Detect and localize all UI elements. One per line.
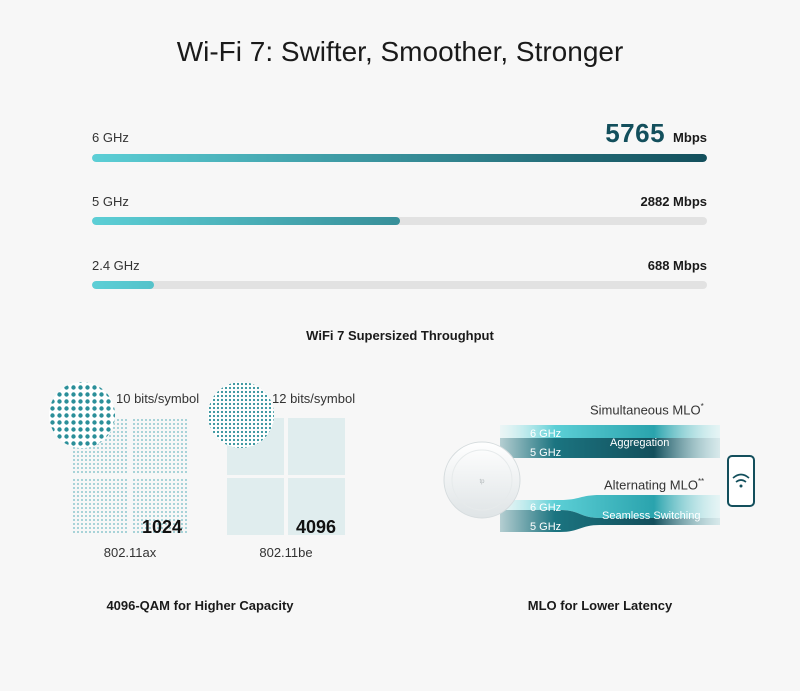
- band-label: 5 GHz: [92, 194, 129, 209]
- band-label: 6 GHz: [92, 130, 129, 145]
- band-label: 2.4 GHz: [92, 258, 140, 273]
- progress-fill: [92, 217, 400, 225]
- progress-track: [92, 281, 707, 289]
- page-title: Wi-Fi 7: Swifter, Smoother, Stronger: [176, 36, 624, 67]
- progress-track: [92, 154, 707, 162]
- alternating-mlo-title: Alternating MLO**: [604, 477, 705, 493]
- progress-track: [92, 217, 707, 225]
- alternating-band-6ghz: 6 GHz: [530, 502, 562, 514]
- band-value-unit: Mbps: [673, 130, 707, 145]
- alternating-band-5ghz: 5 GHz: [530, 521, 562, 533]
- mlo-caption: MLO for Lower Latency: [527, 598, 673, 613]
- band-5ghz: 5 GHz 2882 Mbps: [92, 192, 707, 232]
- smartphone-wifi-icon: [727, 455, 755, 507]
- band-6ghz: 6 GHz 5765 Mbps: [92, 118, 707, 166]
- qam-illustration: [49, 382, 345, 535]
- qam-1024-bits: 10 bits/symbol: [116, 391, 200, 406]
- band-value: 2882 Mbps: [640, 194, 707, 209]
- qam-1024-count: 1024: [142, 517, 183, 537]
- band-value: 688 Mbps: [647, 258, 707, 273]
- qam-caption: 4096-QAM for Higher Capacity: [106, 598, 294, 613]
- simultaneous-band-6ghz: 6 GHz: [530, 428, 562, 440]
- qam-4096-grid: [208, 382, 345, 535]
- seamless-switching-label: Seamless Switching: [602, 510, 701, 522]
- qam-1024-standard: 802.11ax: [103, 545, 157, 560]
- band-value: 5765 Mbps: [605, 118, 707, 149]
- simultaneous-band-5ghz: 5 GHz: [530, 447, 562, 459]
- svg-text:tp: tp: [479, 479, 485, 485]
- band-24ghz: 2.4 GHz 688 Mbps: [92, 256, 707, 296]
- aggregation-label: Aggregation: [610, 437, 670, 449]
- band-value-number: 5765: [605, 118, 666, 148]
- ceiling-access-point-icon: tp: [443, 441, 521, 519]
- simultaneous-mlo-title: Simultaneous MLO*: [590, 402, 704, 418]
- qam-4096-count: 4096: [296, 517, 337, 537]
- qam-1024-grid: [49, 382, 188, 535]
- progress-fill: [92, 281, 154, 289]
- qam-4096-standard: 802.11be: [259, 545, 313, 560]
- progress-fill: [92, 154, 707, 162]
- throughput-caption: WiFi 7 Supersized Throughput: [306, 328, 494, 343]
- qam-4096-bits: 12 bits/symbol: [272, 391, 356, 406]
- mlo-illustration: tp: [443, 425, 755, 532]
